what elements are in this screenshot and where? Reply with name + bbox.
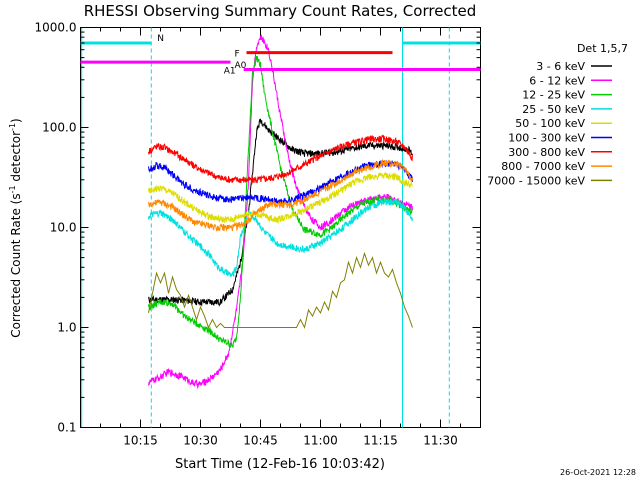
timestamp: 26-Oct-2021 12:28 [560, 468, 636, 477]
legend-label-8: 7000 - 15000 keV [487, 174, 585, 187]
plot-frame [80, 27, 481, 428]
x-tick-label-0: 10:15 [123, 434, 158, 448]
series-0 [148, 118, 413, 307]
legend-label-2: 12 - 25 keV [522, 89, 585, 102]
y-tick-label-4: 0.1 [57, 421, 76, 435]
x-tick-label-1: 10:30 [183, 434, 218, 448]
legend-label-7: 800 - 7000 keV [501, 160, 585, 173]
series-4 [148, 171, 413, 225]
x-tick-label-2: 10:45 [243, 434, 278, 448]
legend-label-6: 300 - 800 keV [508, 146, 585, 159]
x-axis-label: Start Time (12-Feb-16 10:03:42) [175, 457, 385, 472]
series-7 [148, 158, 413, 233]
legend-label-4: 50 - 100 keV [515, 117, 585, 130]
x-tick-label-4: 11:15 [363, 434, 398, 448]
orbit-lines [81, 27, 450, 428]
series-6 [148, 134, 413, 186]
series-3 [148, 197, 413, 277]
series-5 [148, 159, 413, 206]
x-axis: 10:15 10:30 10:45 11:00 11:15 11:30 [80, 27, 481, 448]
y-axis-label: Corrected Count Rate (s-1 detector-1) [8, 118, 23, 337]
bar-label-N: N [157, 34, 164, 44]
x-tick-label-5: 11:30 [423, 434, 458, 448]
series-8 [148, 251, 413, 329]
x-tick-label-3: 11:00 [303, 434, 338, 448]
bar-label-F: F [235, 50, 240, 60]
legend-label-0: 3 - 6 keV [536, 60, 585, 73]
y-tick-label-3: 1.0 [57, 321, 76, 335]
legend-label-5: 100 - 300 keV [508, 132, 585, 145]
y-tick-label-0: 1000.0 [35, 21, 77, 35]
y-tick-label-2: 10.0 [50, 221, 77, 235]
series-1 [148, 34, 413, 390]
series-2 [148, 55, 413, 349]
chart-title: RHESSI Observing Summary Count Rates, Co… [84, 2, 477, 20]
bar-label-A0: A0 [235, 61, 247, 71]
y-axis: 1000.0 100.0 10.0 1.0 0.1 [35, 21, 481, 435]
series-layer [148, 34, 413, 390]
legend-label-1: 6 - 12 keV [529, 74, 585, 87]
y-tick-label-1: 100.0 [42, 121, 76, 135]
bar-label-A1: A1 [224, 67, 236, 77]
legend-label-3: 25 - 50 keV [522, 103, 585, 116]
legend-title: Det 1,5,7 [577, 42, 628, 55]
